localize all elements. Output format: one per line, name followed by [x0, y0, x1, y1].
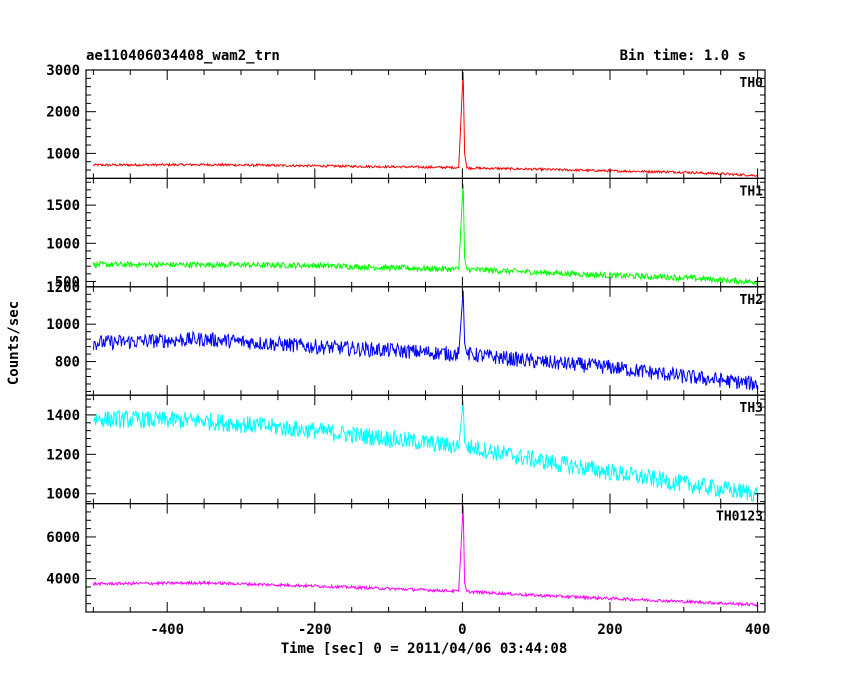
- x-axis-title: Time [sec] 0 = 2011/04/06 03:44:08: [281, 641, 568, 657]
- y-tick-label: 3000: [46, 63, 80, 79]
- y-tick-label: 1000: [46, 146, 80, 162]
- panel-th0123: 4000 6000 TH0123: [46, 503, 766, 613]
- y-tick-label: 4000: [46, 572, 80, 588]
- panel-frame: [85, 503, 766, 613]
- chart-title-left: ae110406034408_wam2_trn: [86, 48, 280, 64]
- y-tick-label: 2000: [46, 105, 80, 121]
- y-tick-label: 1200: [46, 447, 80, 463]
- y-axis-title: Counts/sec: [6, 301, 22, 385]
- panel-frame: [85, 69, 766, 180]
- y-tick-label: 500: [55, 274, 80, 290]
- y-tick-label: 1400: [46, 408, 80, 424]
- y-tick-label: 1000: [46, 317, 80, 333]
- panel-th2: 800 1000 1200 TH2: [46, 280, 766, 396]
- panel-label-th3: TH3: [740, 401, 763, 416]
- x-tick-label: -400: [150, 622, 184, 638]
- x-tick-label: 200: [597, 622, 622, 638]
- y-tick-label: 1200: [46, 280, 80, 296]
- panel-label-th2: TH2: [740, 293, 763, 308]
- panel-label-th0: TH0: [740, 76, 764, 91]
- x-tick-label: -200: [298, 622, 332, 638]
- x-tick-labels: -400 -200 0 200 400: [150, 622, 770, 638]
- chart-title-right: Bin time: 1.0 s: [620, 48, 746, 64]
- x-tick-label: 400: [745, 622, 770, 638]
- y-tick-label: 800: [55, 355, 80, 371]
- panels: 1000 2000 3000 TH0 500 1000 1500 TH1 800 1000 1200…: [46, 63, 766, 613]
- panel-th3: 1000 1200 1400 TH3: [46, 394, 766, 505]
- y-tick-label: 1000: [46, 236, 80, 252]
- x-tick-label: 0: [458, 622, 466, 638]
- panel-frame: [85, 394, 766, 505]
- panel-th0: 1000 2000 3000 TH0: [46, 63, 766, 180]
- y-tick-label: 1000: [46, 487, 80, 503]
- y-tick-label: 1500: [46, 198, 80, 214]
- series-line-th3: [92, 401, 759, 502]
- series-line-th1: [92, 183, 759, 287]
- panel-label-th1: TH1: [740, 184, 764, 199]
- panel-frame: [85, 286, 766, 396]
- series-line-th0: [93, 72, 759, 177]
- series-line-th2: [92, 290, 759, 391]
- panel-th1: 500 1000 1500 TH1: [46, 177, 766, 290]
- panel-label-th0123: TH0123: [716, 510, 763, 525]
- series-line-th0123: [92, 505, 759, 607]
- y-tick-label: 6000: [46, 530, 80, 546]
